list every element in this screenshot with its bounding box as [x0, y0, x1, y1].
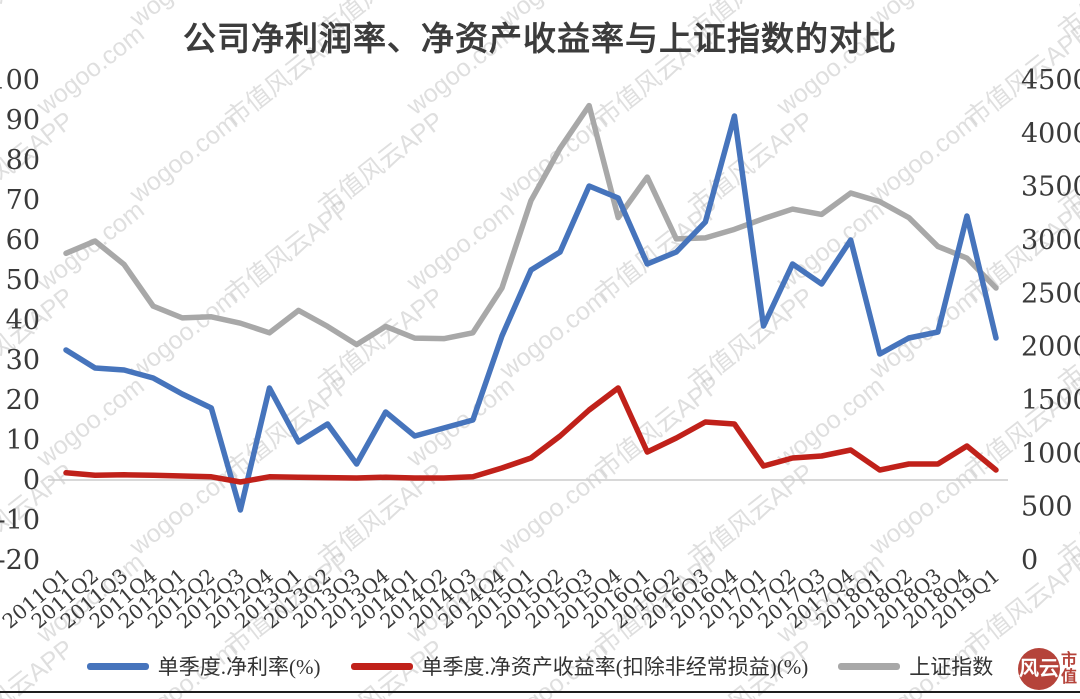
- legend-label-roe: 单季度.净资产收益率(扣除非经常损益)(%): [421, 655, 809, 679]
- bottom-border-line: [0, 691, 1080, 693]
- right-axis-tick-label: 4000: [1021, 118, 1080, 149]
- left-axis-tick-label: 30: [6, 345, 40, 376]
- legend-item-sse-index: 上证指数: [838, 651, 993, 681]
- right-axis-tick-label: 1000: [1021, 438, 1080, 469]
- series-line-1: [63, 385, 999, 485]
- sse-index-line-swatch: [838, 662, 901, 670]
- net-margin-line-swatch: [86, 662, 149, 670]
- left-axis-tick-label: -20: [0, 545, 40, 576]
- legend-label-sse-index: 上证指数: [909, 655, 994, 679]
- left-axis-tick-label: 100: [0, 65, 40, 96]
- left-axis-tick-label: 80: [6, 145, 40, 176]
- left-axis-tick-label: 40: [6, 305, 40, 336]
- brand-logo-side-text: 市值: [1061, 652, 1078, 686]
- roe-line-swatch: [350, 662, 413, 670]
- left-axis-tick-label: 0: [23, 465, 40, 496]
- right-axis-tick-label: 3500: [1021, 172, 1080, 203]
- left-axis-tick-label: 60: [6, 225, 40, 256]
- right-axis-tick-label: 500: [1021, 492, 1073, 523]
- series-line-0: [63, 113, 999, 513]
- brand-logo-seal-icon: 风云: [1018, 648, 1060, 690]
- left-axis-tick-label: 90: [6, 105, 40, 136]
- left-axis-tick-label: 20: [6, 385, 40, 416]
- right-axis-tick-label: 3000: [1021, 225, 1080, 256]
- legend-label-net-margin: 单季度.净利率(%): [157, 655, 321, 679]
- right-axis-tick-label: 1500: [1021, 385, 1080, 416]
- right-axis-tick-label: 0: [1021, 545, 1038, 576]
- brand-logo: 风云 市值: [1018, 648, 1078, 690]
- chart-title: 公司净利润率、净资产收益率与上证指数的对比: [183, 22, 897, 58]
- right-axis-tick-label: 4500: [1021, 65, 1080, 96]
- left-axis-tick-label: -10: [0, 505, 40, 536]
- legend-item-roe: 单季度.净资产收益率(扣除非经常损益)(%): [350, 651, 809, 681]
- legend-item-net-margin: 单季度.净利率(%): [86, 651, 321, 681]
- left-axis-tick-label: 70: [6, 185, 40, 216]
- left-axis-tick-label: 50: [6, 265, 40, 296]
- legend: 单季度.净利率(%) 单季度.净资产收益率(扣除非经常损益)(%) 上证指数: [0, 651, 1080, 681]
- left-axis-tick-label: 10: [6, 425, 40, 456]
- right-axis-tick-label: 2000: [1021, 332, 1080, 363]
- series-line-2: [63, 102, 999, 348]
- right-axis-tick-label: 2500: [1021, 278, 1080, 309]
